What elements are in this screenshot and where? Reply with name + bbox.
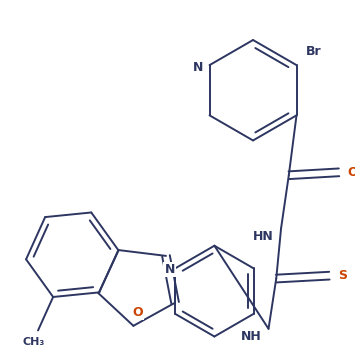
Text: O: O	[347, 166, 355, 179]
Text: Br: Br	[306, 45, 322, 58]
Text: NH: NH	[241, 330, 262, 343]
Text: N: N	[165, 263, 175, 276]
Text: O: O	[132, 306, 143, 319]
Text: HN: HN	[253, 229, 274, 242]
Text: N: N	[193, 61, 203, 74]
Text: S: S	[338, 269, 348, 282]
Text: CH₃: CH₃	[22, 337, 44, 347]
